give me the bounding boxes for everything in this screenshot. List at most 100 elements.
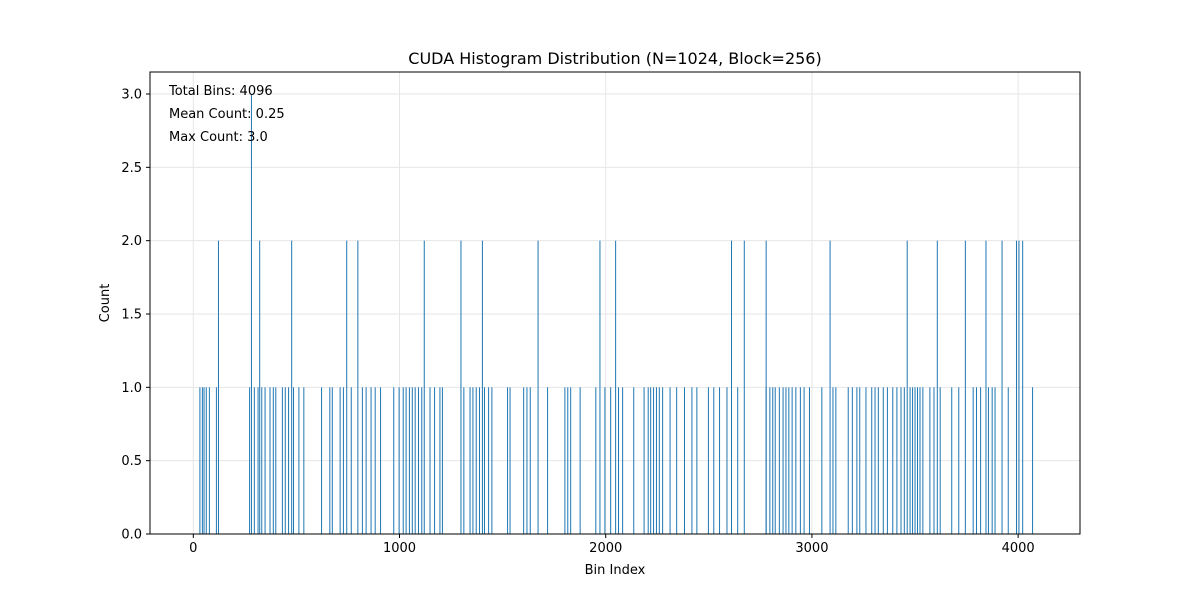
histogram-bar [713, 387, 715, 534]
grid-lines [150, 72, 1080, 535]
histogram-bar [865, 387, 867, 534]
histogram-bar [719, 387, 721, 534]
x-tick-label: 4000 [1002, 541, 1035, 556]
histogram-bar [199, 387, 201, 534]
histogram-bar [507, 387, 509, 534]
histogram-bar [622, 387, 624, 534]
histogram-bar [799, 387, 801, 534]
histogram-bar [877, 387, 879, 534]
histogram-bar [922, 387, 924, 534]
y-axis-label: Count [98, 284, 113, 323]
histogram-bar [791, 387, 793, 534]
histogram-bar [906, 240, 908, 535]
histogram-bar [374, 387, 376, 534]
histogram-bar [731, 240, 733, 535]
histogram-bar [259, 240, 261, 535]
histogram-bar [769, 387, 771, 534]
histogram-bar [964, 240, 966, 535]
histogram-bar [423, 240, 425, 535]
histogram-bar [743, 240, 745, 535]
histogram-bar [903, 387, 905, 534]
histogram-bar [975, 387, 977, 534]
histogram-bar [293, 387, 295, 534]
histogram-bar [249, 387, 251, 534]
histogram-bar [821, 387, 823, 534]
histogram-bar [421, 387, 423, 534]
histogram-bar [250, 94, 252, 534]
histogram-bar [205, 387, 207, 534]
histogram-bar [987, 387, 989, 534]
y-tick-label: 1.5 [121, 308, 142, 323]
histogram-bar [737, 387, 739, 534]
histogram-bar [658, 387, 660, 534]
histogram-bars [199, 94, 1034, 535]
histogram-bar [599, 240, 601, 535]
histogram-bar [284, 387, 286, 534]
histogram-bar [201, 387, 203, 534]
histogram-bar [275, 387, 277, 534]
axis-ticks: 0 1000 2000 3000 4000 0.0 0.5 1.0 1.5 2.0 2.5 3.0 [121, 88, 1034, 557]
y-tick-label: 0.5 [121, 454, 142, 469]
histogram-bar [417, 387, 419, 534]
histogram-bar [329, 387, 331, 534]
histogram-bar [434, 387, 436, 534]
histogram-bar [357, 240, 359, 535]
histogram-bar [1032, 387, 1034, 534]
histogram-bar [208, 387, 210, 534]
histogram-bar [1015, 240, 1017, 535]
histogram-bar [564, 387, 566, 534]
histogram-bar [958, 387, 960, 534]
histogram-bar [808, 387, 810, 534]
histogram-bar [303, 387, 305, 534]
histogram-bar [264, 387, 266, 534]
histogram-bar [994, 387, 996, 534]
histogram-bar [835, 387, 837, 534]
histogram-bar [707, 387, 709, 534]
histogram-bar [288, 387, 290, 534]
stat-max-count: Max Count: 3.0 [169, 130, 268, 145]
histogram-bar [676, 387, 678, 534]
histogram-bar [985, 240, 987, 535]
histogram-bar [832, 387, 834, 534]
histogram-bar [951, 387, 953, 534]
histogram-bar [215, 387, 217, 534]
stat-total-bins: Total Bins: 4096 [168, 84, 273, 99]
histogram-bar [859, 387, 861, 534]
histogram-bar [479, 387, 481, 534]
histogram-bar [402, 387, 404, 534]
histogram-bar [257, 387, 259, 534]
histogram-bar [281, 387, 283, 534]
histogram-bar [460, 240, 462, 535]
histogram-bar [414, 387, 416, 534]
histogram-bar [892, 387, 894, 534]
histogram-bar [912, 387, 914, 534]
histogram-bar [896, 387, 898, 534]
histogram-bar [788, 387, 790, 534]
histogram-bar [509, 387, 511, 534]
histogram-bar [491, 387, 493, 534]
histogram-bar [691, 387, 693, 534]
histogram-bar [900, 387, 902, 534]
histogram-bar [615, 240, 617, 535]
histogram-bar [972, 387, 974, 534]
histogram-bar [643, 387, 645, 534]
histogram-bar [882, 387, 884, 534]
histogram-bar [429, 387, 431, 534]
histogram-bar [919, 387, 921, 534]
histogram-bar [1018, 240, 1020, 535]
x-axis-label: Bin Index [585, 563, 646, 578]
histogram-bar [269, 387, 271, 534]
histogram-bar [439, 387, 441, 534]
histogram-bar [765, 387, 767, 534]
histogram-bar [726, 387, 728, 534]
histogram-bar [939, 387, 941, 534]
histogram-bar [203, 387, 205, 534]
plot-frame [149, 71, 1081, 535]
histogram-bar [929, 387, 931, 534]
histogram-bar [472, 387, 474, 534]
histogram-bar [331, 387, 333, 534]
histogram-bar [847, 387, 849, 534]
x-tick-label: 1000 [383, 541, 416, 556]
histogram-bar [475, 387, 477, 534]
x-tick-label: 3000 [795, 541, 828, 556]
